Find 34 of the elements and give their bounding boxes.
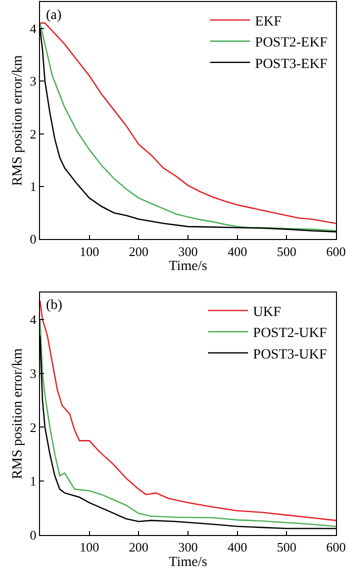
x-tick-label: 300 bbox=[178, 244, 198, 259]
x-tick-label: 200 bbox=[128, 244, 148, 259]
y-tick-label: 3 bbox=[30, 74, 36, 89]
y-tick-label: 4 bbox=[30, 20, 37, 36]
legend-label: UKF bbox=[253, 304, 282, 320]
legend-label: POST3-EKF bbox=[255, 56, 328, 72]
x-tick-label: 500 bbox=[276, 244, 296, 259]
legend-label: POST3-UKF bbox=[253, 347, 328, 362]
x-tick-label: 100 bbox=[80, 540, 100, 555]
chart-title: (b) bbox=[46, 298, 63, 313]
x-tick-label: 100 bbox=[80, 244, 100, 259]
x-tick-label: 200 bbox=[128, 540, 148, 555]
y-tick-label: 3 bbox=[30, 366, 36, 381]
x-tick-label: 600 bbox=[326, 244, 346, 259]
y-tick-label: 4 bbox=[30, 312, 37, 327]
legend-label: POST2-UKF bbox=[253, 326, 328, 342]
legend-label: EKF bbox=[255, 14, 282, 30]
y-tick-label: 1 bbox=[30, 179, 36, 194]
x-tick-label: 400 bbox=[228, 540, 248, 555]
y-tick-label: 0 bbox=[30, 528, 36, 543]
x-tick-label: 400 bbox=[228, 244, 248, 259]
y-axis-title: RMS position error/km bbox=[10, 55, 26, 186]
y-tick-label: 1 bbox=[30, 474, 36, 489]
y-tick-label: 2 bbox=[30, 126, 36, 142]
y-tick-label: 2 bbox=[30, 420, 36, 435]
legend-label: POST2-EKF bbox=[255, 36, 328, 51]
x-tick-label: 300 bbox=[178, 540, 198, 555]
x-axis-title: Time/s bbox=[168, 554, 208, 570]
y-axis-title: RMS position error/km bbox=[10, 348, 26, 480]
x-tick-label: 600 bbox=[326, 540, 346, 555]
x-axis-title: Time/s bbox=[168, 259, 208, 274]
x-tick-label: 500 bbox=[276, 540, 296, 555]
chart-title: (a) bbox=[46, 8, 62, 23]
y-tick-label: 0 bbox=[30, 232, 36, 247]
